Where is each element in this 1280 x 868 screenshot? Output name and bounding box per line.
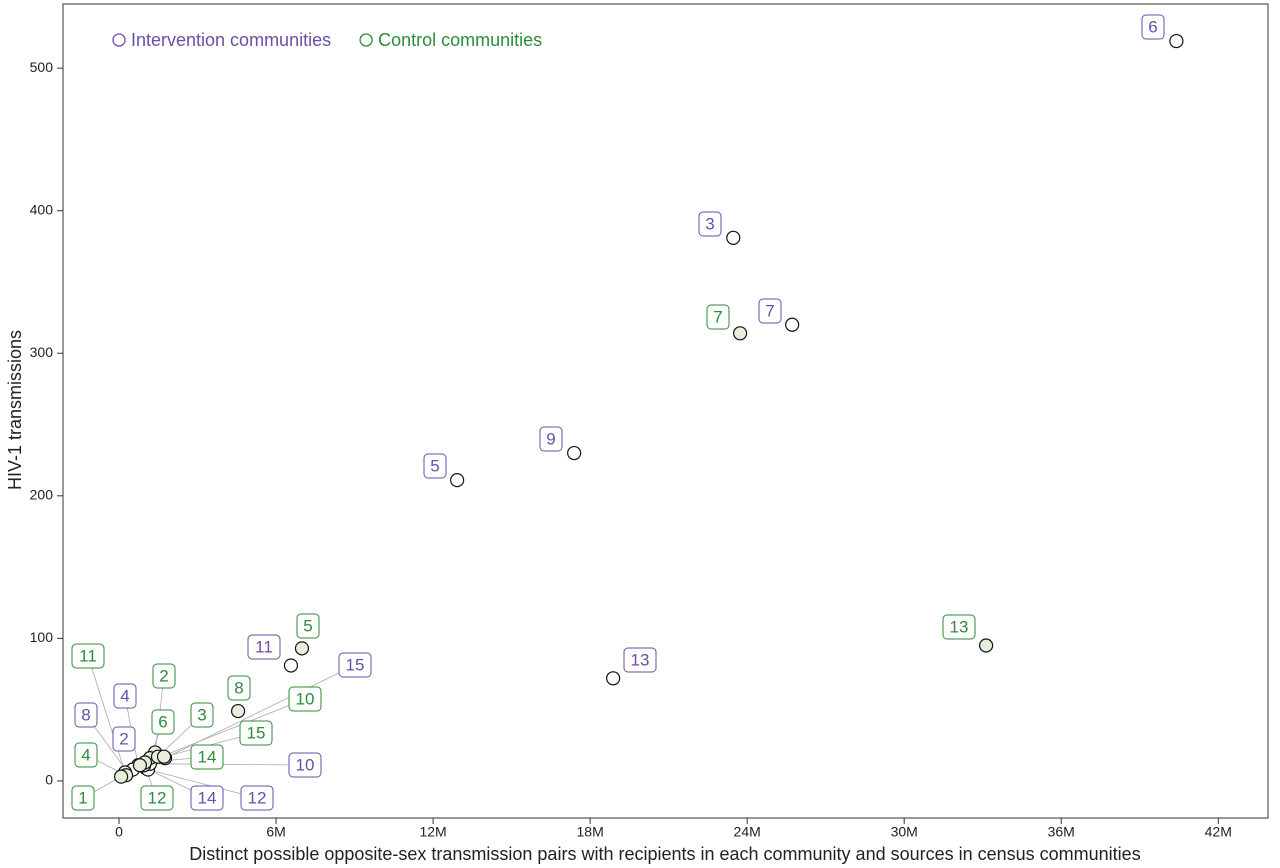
label-box xyxy=(227,675,251,701)
point xyxy=(450,473,465,488)
point xyxy=(230,703,246,719)
point-label: 4 xyxy=(81,745,90,764)
leader-line xyxy=(87,655,126,773)
x-tick-label: 30M xyxy=(891,824,918,840)
y-axis-label: HIV-1 transmissions xyxy=(5,330,25,490)
y-tick-label: 300 xyxy=(30,344,54,360)
point xyxy=(1169,33,1184,49)
y-tick-label: 0 xyxy=(45,772,53,788)
label-box xyxy=(539,426,563,452)
point-label: 8 xyxy=(81,705,90,724)
point-label: 15 xyxy=(346,655,365,674)
label-box xyxy=(706,304,730,330)
point-label: 10 xyxy=(296,689,315,708)
label-box xyxy=(140,785,174,811)
point-label: 9 xyxy=(546,429,555,448)
x-axis-label: Distinct possible opposite-sex transmiss… xyxy=(189,844,1140,864)
point xyxy=(156,749,172,764)
label-box xyxy=(1141,14,1165,40)
label-box xyxy=(71,785,95,811)
legend-label: Intervention communities xyxy=(131,30,331,50)
point xyxy=(979,638,994,653)
label-box xyxy=(247,634,281,660)
x-tick-label: 42M xyxy=(1205,824,1232,840)
y-tick-label: 200 xyxy=(30,487,54,503)
label-box xyxy=(152,663,176,689)
label-box xyxy=(288,752,322,778)
label-box xyxy=(239,720,273,746)
point-label: 7 xyxy=(713,307,722,326)
point-label: 5 xyxy=(430,456,439,475)
point xyxy=(294,641,310,656)
x-tick-label: 6M xyxy=(266,824,285,840)
leader-line xyxy=(147,769,258,799)
label-box xyxy=(74,702,98,728)
x-tick-label: 36M xyxy=(1048,824,1075,840)
x-tick-label: 0 xyxy=(115,824,123,840)
label-box xyxy=(71,643,105,669)
point-label: 6 xyxy=(158,712,167,731)
point-label: 7 xyxy=(765,301,774,320)
point-label: 2 xyxy=(119,729,128,748)
legend-label: Control communities xyxy=(378,30,542,50)
point-label: 14 xyxy=(198,788,217,807)
point-label: 14 xyxy=(198,747,217,766)
point xyxy=(732,326,748,341)
y-tick-label: 500 xyxy=(30,59,54,75)
point-label: 11 xyxy=(255,637,273,656)
point-label: 3 xyxy=(705,214,714,233)
point xyxy=(567,445,582,461)
label-box xyxy=(288,686,322,712)
point-label: 2 xyxy=(159,666,168,685)
label-box xyxy=(190,702,214,728)
x-tick-label: 12M xyxy=(419,824,446,840)
label-box xyxy=(112,726,136,752)
y-tick-label: 400 xyxy=(30,201,54,217)
label-box xyxy=(942,614,976,640)
point xyxy=(132,758,148,773)
point xyxy=(606,671,621,686)
point-label: 12 xyxy=(248,788,267,807)
label-box xyxy=(190,785,224,811)
label-box xyxy=(240,785,274,811)
y-tick-label: 100 xyxy=(30,629,54,645)
legend-marker xyxy=(112,33,126,47)
point-label: 13 xyxy=(631,650,650,669)
label-box xyxy=(151,709,175,735)
label-box xyxy=(758,298,782,324)
point-label: 8 xyxy=(234,678,243,697)
point-label: 10 xyxy=(296,755,315,774)
point-label: 15 xyxy=(247,723,266,742)
label-box xyxy=(623,647,657,673)
label-box xyxy=(190,744,224,770)
point xyxy=(726,230,741,245)
x-tick-label: 24M xyxy=(734,824,761,840)
point-label: 6 xyxy=(1148,17,1157,36)
point-label: 1 xyxy=(78,788,87,807)
point xyxy=(283,658,299,673)
legend-marker xyxy=(359,33,373,47)
point-label: 12 xyxy=(148,788,167,807)
point-label: 5 xyxy=(303,616,312,635)
point-label: 4 xyxy=(120,686,129,705)
point-label: 3 xyxy=(197,705,206,724)
points xyxy=(114,33,1184,784)
label-box xyxy=(74,742,98,768)
label-box xyxy=(423,453,447,479)
label-box xyxy=(113,683,137,709)
label-box xyxy=(338,652,372,678)
point-label: 13 xyxy=(950,617,969,636)
point xyxy=(785,317,800,332)
label-box xyxy=(296,613,320,639)
point-label: 11 xyxy=(79,646,97,665)
plot-frame xyxy=(62,3,1269,819)
leader-line xyxy=(149,763,306,766)
label-box xyxy=(698,211,722,237)
point xyxy=(114,769,129,784)
x-tick-label: 18M xyxy=(577,824,604,840)
